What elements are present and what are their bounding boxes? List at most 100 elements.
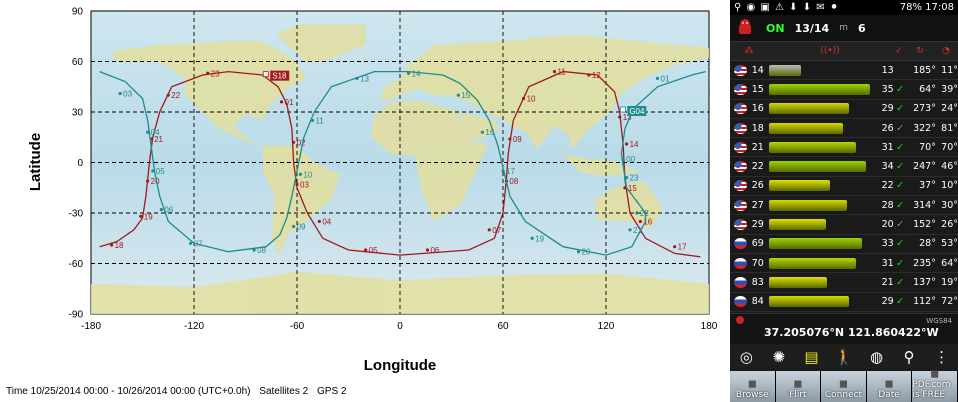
accuracy-value: 6 — [857, 21, 866, 35]
track-point-red — [587, 73, 591, 77]
track-point-red — [291, 140, 296, 144]
signal-bar-fill — [768, 238, 863, 250]
ad-tile[interactable]: ◼ Flirt — [775, 371, 822, 402]
signal-snr: 28 — [881, 199, 894, 211]
track-point-teal — [291, 224, 296, 229]
satellite-row[interactable]: 69 33 ✓ 28° 53° — [730, 235, 958, 254]
x-tick-label: -120 — [184, 321, 204, 332]
used-in-fix: ✓ — [896, 296, 905, 308]
ad-icon: ◼ — [793, 377, 803, 390]
elevation: 53° — [941, 238, 958, 250]
ad-banner: ◼ Browse ◼ Flirt ◼ Connect ◼ Date ◼ PDF.com is FR… — [730, 367, 958, 402]
used-in-fix: ✓ — [896, 257, 905, 269]
ad-tile[interactable]: ◼ Date — [866, 371, 913, 402]
hour-label-teal: 10 — [303, 170, 312, 179]
satellite-prn: 18 — [751, 122, 764, 134]
satellite-row[interactable]: 27 28 ✓ 314° 30° — [730, 196, 958, 216]
elevation: 39° — [941, 83, 958, 95]
track-point-red — [552, 70, 557, 74]
hour-label-red: 02 — [297, 138, 306, 147]
overflow-menu-icon[interactable]: ⋮ — [934, 348, 950, 366]
used-in-fix: ✓ — [896, 161, 905, 173]
satellite-prn: 29 — [751, 219, 764, 231]
signal-bar-fill — [768, 257, 856, 269]
satellite-row[interactable]: 83 21 ✓ 137° 19° — [730, 273, 958, 293]
signal-bar-fill — [768, 276, 828, 288]
satellite-row[interactable]: 70 31 ✓ 235° 64° — [730, 254, 958, 274]
landmass-eurasia — [382, 34, 709, 149]
track-point-red — [279, 100, 284, 104]
azimuth: 235° — [913, 257, 936, 269]
azimuth: 37° — [919, 180, 936, 192]
landmass-greenland — [276, 24, 366, 62]
satellite-prn: 70 — [751, 257, 764, 269]
azimuth: 137° — [913, 276, 936, 288]
track-point-teal — [621, 157, 625, 161]
track-point-teal — [655, 76, 660, 80]
satellite-table-header: ⁂ ((•)) ✓ ↻ ◔ — [730, 41, 958, 61]
flag-icon — [734, 141, 747, 153]
track-point-teal — [188, 241, 193, 245]
y-tick-label: -30 — [69, 209, 84, 220]
satellite-row[interactable]: 29 20 ✓ 152° 26° — [730, 215, 958, 235]
signal-bar — [768, 238, 877, 250]
track-point-red — [508, 137, 512, 141]
hour-label-red: 08 — [509, 177, 518, 186]
gps-count: GPS 2 — [317, 386, 347, 397]
map-pin-icon[interactable]: ⚲ — [903, 348, 915, 366]
sky-view-icon[interactable]: ✺ — [772, 348, 786, 366]
ad-tile[interactable]: ◼ PDF.com is FREE — [912, 367, 958, 402]
signal-bar — [768, 219, 877, 231]
satellite-row[interactable]: 15 35 ✓ 64° 39° — [730, 80, 958, 100]
datum-label: WGS84 — [926, 317, 952, 325]
x-tick-label: 60 — [497, 321, 509, 332]
walking-icon[interactable]: 🚶 — [834, 348, 854, 366]
hour-label-teal: 08 — [257, 246, 266, 255]
satellite-row[interactable]: 21 31 ✓ 70° 70° — [730, 138, 958, 158]
satellite-row[interactable]: 26 22 ✓ 37° 10° — [730, 177, 958, 197]
track-point-red — [139, 214, 143, 218]
ad-tile[interactable]: ◼ Connect — [821, 371, 867, 402]
battery-level: 78% — [899, 2, 922, 13]
y-tick-label: 0 — [77, 158, 83, 169]
track-point-teal — [635, 211, 639, 215]
signal-bar-fill — [768, 83, 870, 95]
hour-label-teal: 03 — [123, 89, 132, 98]
signal-bars-icon[interactable]: ▤ — [804, 348, 819, 366]
signal-snr: 20 — [881, 219, 894, 231]
azimuth: 152° — [913, 219, 936, 231]
hour-label-red: 22 — [171, 91, 180, 100]
globe-icon[interactable]: ◍ — [869, 348, 884, 366]
satellite-marker-red — [262, 71, 269, 78]
x-tick-label: 180 — [701, 321, 718, 332]
flag-icon — [734, 64, 747, 76]
android-robot-icon[interactable] — [734, 17, 756, 39]
satellite-row[interactable]: 18 26 ✓ 322° 81° — [730, 119, 958, 139]
gridlines — [91, 11, 709, 314]
satellite-row[interactable]: 14 13 185° 11° — [730, 61, 958, 81]
track-point-red — [522, 96, 526, 101]
track-point-red — [146, 179, 150, 183]
hour-label-teal: 17 — [506, 167, 515, 176]
satellite-prn: 27 — [751, 199, 764, 211]
hour-label-red: 01 — [285, 98, 294, 107]
satellite-row[interactable]: 22 34 ✓ 247° 46° — [730, 157, 958, 177]
hour-label-red: 04 — [322, 217, 331, 226]
hour-label-red: 16 — [643, 217, 652, 226]
ad-tile[interactable]: ◼ Browse — [730, 371, 776, 402]
hour-label-teal: 00 — [626, 155, 635, 164]
notification-icons: ⚲ ◉ ▣ ⚠ ⬇ ⬇ ✉ ⚫ — [734, 2, 840, 13]
satellite-row[interactable]: 84 29 ✓ 112° 72° — [730, 293, 958, 312]
satellite-row[interactable]: 16 29 ✓ 273° 24° — [730, 100, 958, 119]
hour-label-teal: 11 — [315, 116, 324, 125]
x-tick-label: 120 — [598, 321, 615, 332]
x-axis-label: Longitude — [364, 357, 436, 374]
x-tick-label: -60 — [290, 321, 305, 332]
hour-label-red: 09 — [513, 135, 522, 144]
ad-icon: ◼ — [747, 377, 757, 390]
track-point-teal — [118, 91, 122, 96]
track-point-red — [487, 228, 491, 232]
track-point-teal — [406, 71, 411, 75]
satellite-ratio: 13/14 — [794, 21, 830, 35]
compass-icon[interactable]: ◎ — [739, 348, 753, 366]
